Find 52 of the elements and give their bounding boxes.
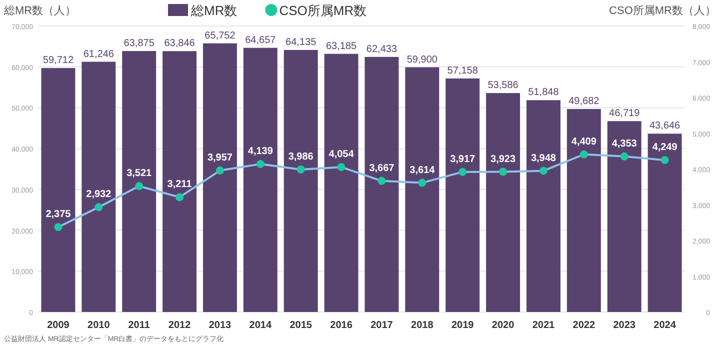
data-label: 3,957	[207, 152, 233, 164]
data-label: 3,614	[410, 164, 436, 176]
data-label: 63,875	[124, 38, 155, 50]
data-label: 3,917	[450, 154, 476, 165]
x-tick-label: 2009	[47, 320, 70, 331]
data-label: 4,139	[248, 146, 274, 158]
data-label: 3,948	[530, 152, 556, 164]
data-label: 4,054	[328, 149, 354, 160]
data-label: 63,185	[326, 40, 358, 52]
data-label: 3,211	[167, 179, 192, 190]
x-tick-label: 2016	[330, 320, 353, 331]
data-label: 46,719	[609, 108, 640, 120]
legend-label: CSO所属MR数	[279, 3, 367, 18]
data-label: 4,353	[612, 138, 638, 150]
data-label: 65,752	[204, 30, 236, 42]
data-label: 53,586	[488, 80, 519, 92]
y2-axis-title: CSO所属MR数（人）	[609, 4, 716, 17]
x-tick-label: 2021	[532, 320, 556, 331]
data-label: 61,246	[83, 48, 114, 60]
data-label: 43,646	[649, 120, 681, 132]
data-label: 64,135	[286, 36, 317, 48]
data-label: 3,986	[288, 152, 314, 162]
x-tick-label: 2010	[88, 320, 110, 331]
x-tick-label: 2020	[492, 320, 515, 331]
x-tick-label: 2022	[572, 320, 596, 331]
data-label: 2,932	[86, 189, 112, 200]
data-label: 62,433	[366, 44, 398, 55]
x-tick-label: 2023	[613, 320, 636, 331]
x-tick-label: 2013	[208, 320, 232, 331]
data-label: 49,682	[568, 96, 600, 108]
x-tick-label: 2019	[451, 320, 474, 331]
x-tick-label: 2014	[249, 320, 272, 331]
data-label: 4,249	[652, 142, 678, 154]
x-tick-label: 2015	[290, 320, 312, 331]
data-label: 64,657	[245, 34, 276, 46]
data-label: 57,158	[447, 65, 478, 76]
legend-label: 総MR数	[190, 3, 238, 18]
x-tick-label: 2018	[411, 320, 434, 331]
x-tick-label: 2011	[128, 320, 150, 331]
data-label: 59,712	[42, 55, 74, 66]
data-label: 3,667	[369, 162, 395, 174]
data-label: 63,846	[164, 38, 196, 50]
x-tick-label: 2017	[370, 320, 394, 331]
data-label: 3,521	[126, 168, 152, 180]
data-label: 51,848	[528, 87, 560, 98]
data-label: 3,923	[490, 154, 516, 165]
x-tick-label: 2012	[168, 320, 192, 331]
data-label: 59,900	[406, 54, 438, 66]
data-label: 2,375	[46, 209, 72, 220]
x-tick-label: 2024	[654, 320, 676, 331]
y-axis-title: 総MR数（人）	[3, 5, 76, 17]
data-label: 4,409	[571, 136, 597, 148]
